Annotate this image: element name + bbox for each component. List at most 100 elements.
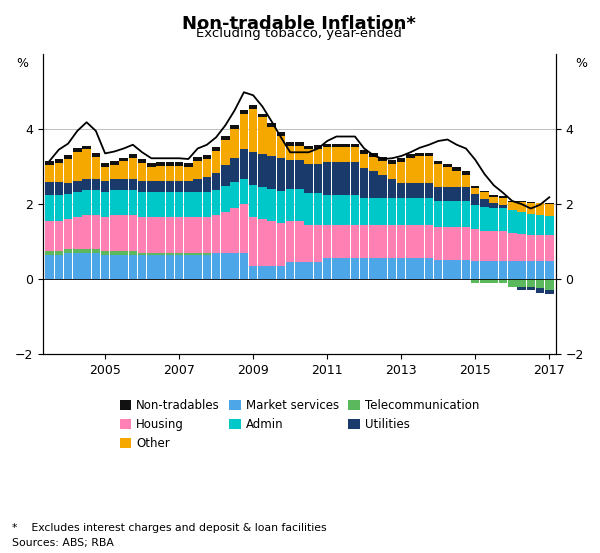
Bar [314,164,322,193]
Bar [82,215,91,249]
Bar [286,145,295,160]
Bar [258,117,266,154]
Bar [406,258,415,279]
Bar [82,145,91,149]
Bar [379,161,387,175]
Bar [286,221,295,262]
Bar [415,153,424,156]
Bar [350,144,359,148]
Bar [101,251,109,254]
Bar [350,258,359,279]
Bar [175,166,184,181]
Bar [268,156,276,189]
Bar [258,113,266,117]
Bar [119,158,128,161]
Bar [184,254,193,279]
Bar [341,258,350,279]
Bar [92,253,100,279]
Bar [517,201,526,202]
Bar [157,166,165,181]
Bar [157,192,165,217]
Bar [350,148,359,161]
Bar [221,212,230,253]
Bar [184,217,193,253]
Bar [434,201,442,227]
Bar [341,148,350,161]
Bar [239,149,248,179]
Bar [101,217,109,251]
Bar [508,261,517,279]
Title: Non-tradable Inflation*: Non-tradable Inflation* [182,15,416,33]
Bar [323,225,331,258]
Bar [82,179,91,190]
Bar [490,208,498,231]
Bar [536,215,544,235]
Bar [332,148,341,161]
Bar [193,254,202,279]
Bar [397,258,406,279]
Bar [508,233,517,261]
Bar [304,149,313,164]
Bar [471,229,479,261]
Bar [462,171,470,175]
Bar [480,199,489,207]
Bar [55,221,63,251]
Bar [332,161,341,195]
Bar [46,181,54,195]
Bar [527,235,535,261]
Bar [128,179,137,190]
Bar [230,158,239,182]
Bar [443,227,452,260]
Bar [295,221,304,262]
Bar [147,254,155,279]
Bar [434,227,442,260]
Bar [490,204,498,208]
Bar [277,132,285,136]
Bar [480,207,489,231]
Bar [397,158,406,161]
Bar [415,258,424,279]
Bar [101,167,109,181]
Bar [73,217,82,249]
Bar [239,179,248,204]
Bar [193,217,202,253]
Bar [425,199,433,225]
Bar [119,251,128,254]
Bar [268,221,276,266]
Bar [249,106,257,109]
Bar [203,155,211,159]
Bar [471,186,479,187]
Bar [314,149,322,164]
Bar [221,140,230,165]
Bar [443,187,452,201]
Bar [64,159,73,183]
Bar [462,201,470,227]
Bar [258,219,266,266]
Bar [517,202,526,212]
Bar [193,192,202,217]
Bar [110,161,119,165]
Bar [184,192,193,217]
Bar [379,258,387,279]
Bar [286,142,295,145]
Bar [480,261,489,279]
Bar [536,204,544,215]
Bar [527,214,535,235]
Bar [175,217,184,253]
Bar [138,192,146,217]
Bar [406,154,415,158]
Bar [452,227,461,260]
Bar [471,261,479,279]
Bar [212,215,220,253]
Bar [157,253,165,254]
Bar [332,225,341,258]
Bar [277,223,285,266]
Bar [499,231,507,261]
Bar [471,279,479,283]
Bar [119,190,128,215]
Bar [147,167,155,181]
Bar [304,225,313,262]
Bar [360,197,368,225]
Bar [295,262,304,279]
Bar [46,254,54,279]
